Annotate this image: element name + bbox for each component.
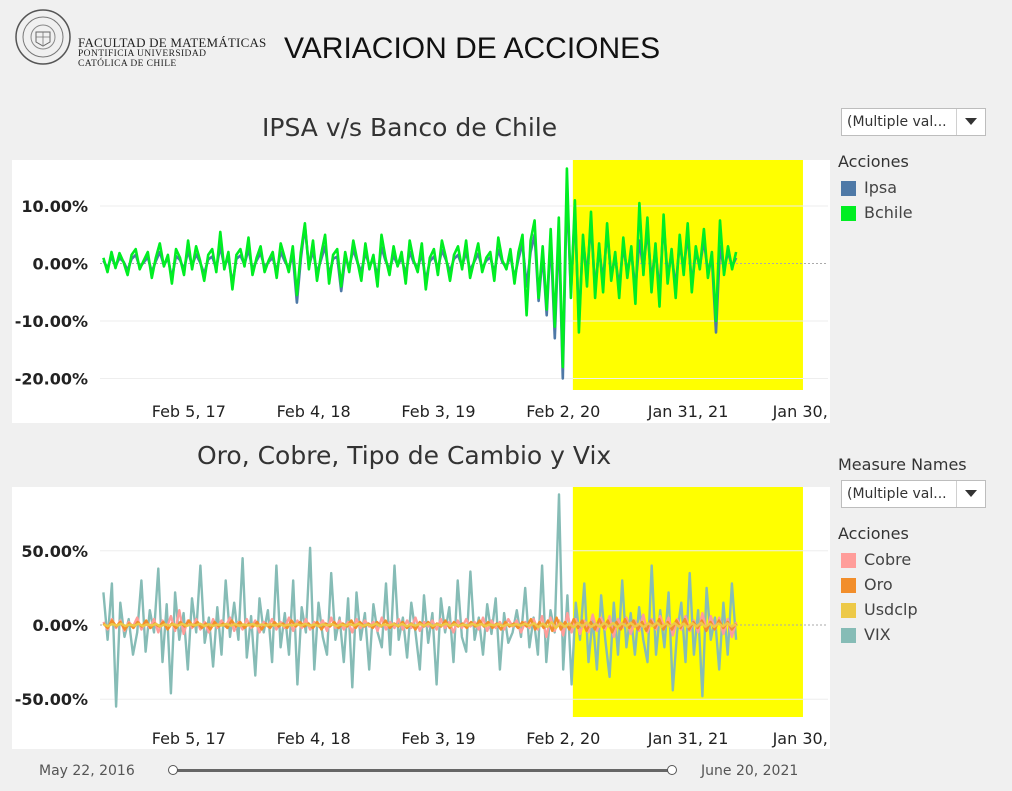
legend-swatch xyxy=(841,206,856,221)
slider-start-label: May 22, 2016 xyxy=(39,763,135,779)
legend-label: Bchile xyxy=(864,203,913,222)
slider-end-label: June 20, 2021 xyxy=(701,763,799,779)
y-tick-label: -10.00% xyxy=(15,312,88,331)
x-tick-label: Jan 30, 22 xyxy=(772,402,830,421)
faculty-name: FACULTAD DE MATEMÁTICAS PONTIFICIA UNIVE… xyxy=(78,36,266,70)
series-line-bchile[interactable] xyxy=(102,167,738,369)
x-tick-label: Feb 2, 20 xyxy=(526,402,600,421)
y-tick-label: -50.00% xyxy=(15,690,88,709)
x-tick-label: Jan 31, 21 xyxy=(647,729,729,748)
chart1-area[interactable]: 10.00% 0.00% -10.00% -20.00% Feb 5, 17 Feb 4,… xyxy=(12,160,830,423)
x-tick-label: Jan 31, 21 xyxy=(647,402,729,421)
y-tick-label: 0.00% xyxy=(32,255,88,274)
faculty-line2: PONTIFICIA UNIVERSIDAD xyxy=(78,48,207,59)
x-tick-label: Feb 5, 17 xyxy=(152,402,226,421)
page-title: VARIACION DE ACCIONES xyxy=(284,32,661,65)
x-tick-label: Feb 3, 19 xyxy=(401,729,475,748)
legend-swatch xyxy=(841,628,856,643)
y-tick-label: 10.00% xyxy=(21,197,88,216)
x-tick-label: Feb 4, 18 xyxy=(277,402,351,421)
dropdown-value: (Multiple val... xyxy=(847,114,947,130)
faculty-line1: FACULTAD DE MATEMÁTICAS xyxy=(78,35,267,50)
highlight-band xyxy=(572,160,803,390)
chevron-down-icon xyxy=(965,118,977,125)
chevron-down-icon xyxy=(965,490,977,497)
y-tick-label: -20.00% xyxy=(15,370,88,389)
y-tick-label: 0.00% xyxy=(32,616,88,635)
legend-swatch xyxy=(841,603,856,618)
chart1-title: IPSA v/s Banco de Chile xyxy=(262,113,558,142)
series-line-oro[interactable] xyxy=(102,616,738,634)
chart2-title: Oro, Cobre, Tipo de Cambio y Vix xyxy=(197,441,612,470)
measure-names-filter-dropdown[interactable]: (Multiple val... xyxy=(841,480,986,508)
series-line-usdclp[interactable] xyxy=(102,621,737,630)
acciones-filter-dropdown[interactable]: (Multiple val... xyxy=(841,108,986,136)
faculty-line3: CATÓLICA DE CHILE xyxy=(78,58,177,69)
legend1-title: Acciones xyxy=(838,152,909,171)
series-line-cobre[interactable] xyxy=(102,608,738,639)
legend-label: Oro xyxy=(864,575,893,594)
x-tick-label: Feb 3, 19 xyxy=(401,402,475,421)
dropdown-arrow[interactable] xyxy=(956,109,985,135)
chart1-plot[interactable]: 10.00% 0.00% -10.00% -20.00% Feb 5, 17 Feb 4,… xyxy=(12,160,830,423)
chart2-area[interactable]: 50.00% 0.00% -50.00% Feb 5, 17 Feb 4, 18 Feb … xyxy=(12,487,830,749)
legend-swatch xyxy=(841,578,856,593)
x-tick-label: Feb 2, 20 xyxy=(526,729,600,748)
legend-swatch xyxy=(841,553,856,568)
legend-label: Usdclp xyxy=(864,600,918,619)
legend2-title: Acciones xyxy=(838,524,909,543)
x-tick-label: Jan 30, 22 xyxy=(772,729,830,748)
legend-label: VIX xyxy=(864,625,891,644)
dropdown-arrow[interactable] xyxy=(956,481,985,507)
slider-end-handle[interactable] xyxy=(667,765,677,775)
slider-track[interactable] xyxy=(172,769,672,772)
x-tick-label: Feb 5, 17 xyxy=(152,729,226,748)
header: FACULTAD DE MATEMÁTICAS PONTIFICIA UNIVE… xyxy=(0,0,1012,100)
dropdown-value: (Multiple val... xyxy=(847,486,947,502)
date-range-slider[interactable]: May 22, 2016 June 20, 2021 xyxy=(0,755,1012,785)
legend-label: Cobre xyxy=(864,550,912,569)
university-seal-logo xyxy=(15,9,71,65)
legend-label: Ipsa xyxy=(864,178,898,197)
slider-start-handle[interactable] xyxy=(168,765,178,775)
measure-names-title: Measure Names xyxy=(838,455,967,474)
y-tick-label: 50.00% xyxy=(21,542,88,561)
legend-swatch xyxy=(841,181,856,196)
x-tick-label: Feb 4, 18 xyxy=(277,729,351,748)
chart2-plot[interactable]: 50.00% 0.00% -50.00% Feb 5, 17 Feb 4, 18 Feb … xyxy=(12,487,830,749)
series-line-vix[interactable] xyxy=(102,493,738,708)
